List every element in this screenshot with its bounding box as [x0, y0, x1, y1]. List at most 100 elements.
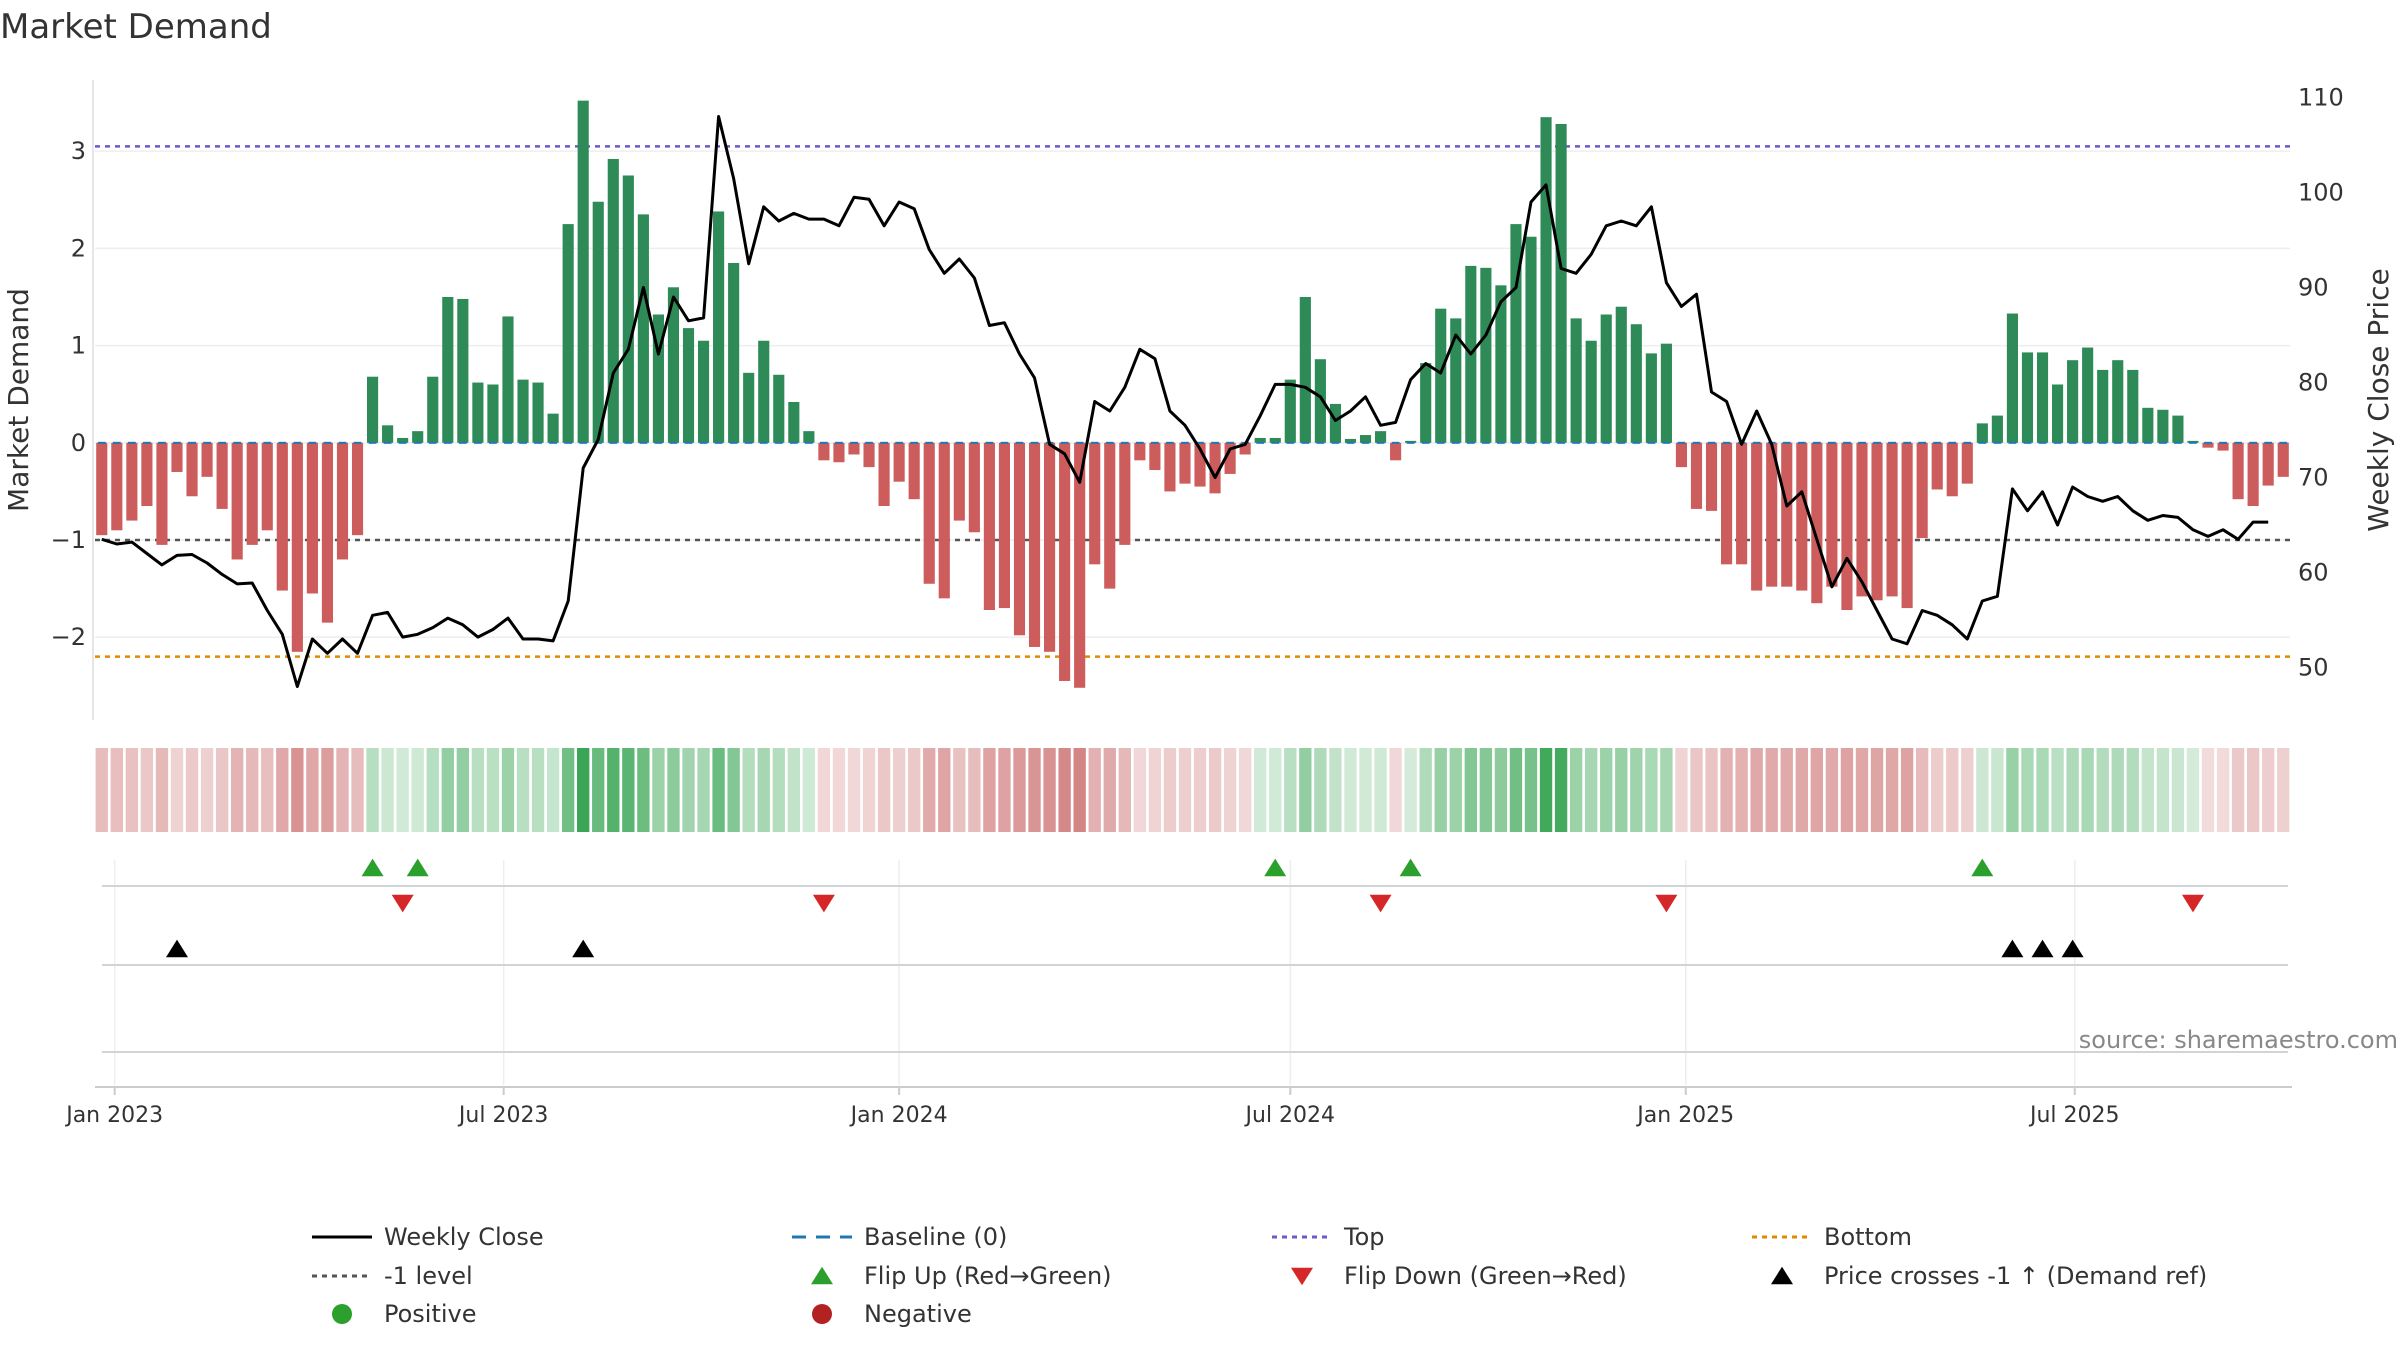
flip-down-marker — [2182, 894, 2204, 913]
strip-cell — [1976, 748, 1989, 832]
demand-bar — [1149, 442, 1161, 471]
demand-bar — [1480, 267, 1492, 443]
strip-cell — [1028, 748, 1041, 832]
strip-cell — [1735, 748, 1748, 832]
demand-bar — [788, 401, 800, 443]
y2-tick-labels: 110 100 90 80 70 60 50 — [2298, 84, 2344, 682]
strip-cell — [998, 748, 1011, 832]
strip-cell — [2216, 748, 2230, 832]
strip-cell — [200, 748, 214, 832]
demand-bar — [201, 442, 213, 477]
demand-bar — [547, 413, 559, 443]
legend-item-minus-one: -1 level — [312, 1262, 473, 1290]
strip-cell — [381, 748, 394, 832]
legend-swatch — [1291, 1267, 1313, 1286]
demand-bar — [1540, 117, 1552, 443]
legend-swatch — [812, 1304, 832, 1324]
demand-bar — [1420, 363, 1432, 443]
strip-cell — [1991, 748, 2004, 832]
y2-tick-label: 50 — [2298, 654, 2329, 682]
price-cross-marker — [166, 939, 188, 958]
legend-swatch — [811, 1266, 833, 1285]
strip-cell — [276, 748, 289, 832]
strip-cell — [712, 748, 725, 832]
demand-bar — [983, 442, 995, 611]
strip-cell — [2066, 748, 2079, 832]
demand-bar — [562, 224, 574, 443]
close-price-line-group — [101, 115, 2269, 688]
strip-cell — [1434, 748, 1447, 832]
demand-bar — [1811, 442, 1823, 604]
demand-bar — [457, 298, 469, 443]
strip-cell — [351, 748, 364, 832]
demand-bar — [532, 382, 544, 443]
y2-tick-label: 90 — [2298, 274, 2329, 302]
strip-cell — [456, 748, 470, 832]
legend-label: -1 level — [384, 1262, 473, 1290]
demand-bar — [713, 211, 725, 443]
demand-bar — [1946, 442, 1958, 497]
demand-bars — [96, 100, 2289, 688]
strip-cell — [546, 748, 560, 832]
demand-bar — [2112, 360, 2124, 443]
demand-bar — [2067, 360, 2079, 443]
strip-cell — [1524, 748, 1538, 832]
strip-cell — [1780, 748, 1793, 832]
demand-bar — [96, 442, 108, 536]
legend-label: Flip Down (Green→Red) — [1344, 1262, 1627, 1290]
strip-cell — [1208, 748, 1222, 832]
legend-item-weekly-close: Weekly Close — [312, 1223, 544, 1251]
demand-bar — [231, 442, 243, 560]
demand-bar — [998, 442, 1011, 609]
strip-cell — [291, 748, 304, 832]
strip-cell — [1931, 748, 1944, 832]
demand-bar — [1630, 324, 1642, 443]
strip-cell — [1585, 748, 1598, 832]
demand-bar — [2277, 442, 2289, 477]
demand-bar — [1901, 442, 1913, 609]
strip-cell — [1675, 748, 1688, 832]
demand-bar — [953, 442, 965, 521]
strip-cell — [2006, 748, 2019, 832]
flip-down-marker — [1655, 894, 1678, 913]
demand-bar — [577, 100, 589, 443]
demand-bar — [1059, 442, 1071, 681]
y2-tick-label: 100 — [2298, 179, 2344, 207]
demand-bar — [261, 442, 273, 531]
demand-bar — [803, 431, 815, 443]
x-tick-label: Jul 2025 — [2028, 1103, 2120, 1128]
y2-tick-label: 60 — [2298, 559, 2329, 587]
strip-cell — [2201, 748, 2215, 832]
demand-bar — [878, 442, 890, 506]
demand-bar — [1314, 359, 1326, 443]
demand-bar — [487, 384, 499, 443]
strip-cell — [2186, 748, 2200, 832]
legend-item-flip-up: Flip Up (Red→Green) — [811, 1262, 1112, 1290]
strip-cell — [2262, 748, 2275, 832]
demand-bar — [652, 314, 664, 443]
demand-bar — [2021, 352, 2034, 443]
y-tick-label: −2 — [51, 623, 86, 651]
demand-bar — [2127, 369, 2139, 443]
demand-bar — [2247, 442, 2259, 506]
demand-bar — [1164, 442, 1176, 492]
strip-cell — [261, 748, 274, 832]
legend-label: Positive — [384, 1300, 477, 1328]
demand-bar — [1781, 442, 1793, 587]
demand-bar — [216, 442, 228, 509]
demand-bar — [1224, 442, 1236, 474]
strip-cell — [516, 748, 530, 832]
legend-label: Negative — [864, 1300, 972, 1328]
strip-cell — [1178, 748, 1192, 832]
legend-label: Baseline (0) — [864, 1223, 1007, 1251]
strip-cell — [1118, 748, 1131, 832]
demand-bar — [2172, 415, 2184, 443]
demand-bar — [1239, 442, 1251, 455]
demand-bar — [517, 379, 529, 443]
strip-cell — [95, 748, 108, 832]
demand-bar — [2202, 442, 2214, 448]
demand-bar — [728, 262, 740, 443]
strip-cell — [321, 748, 334, 832]
demand-bar — [1916, 442, 1928, 539]
